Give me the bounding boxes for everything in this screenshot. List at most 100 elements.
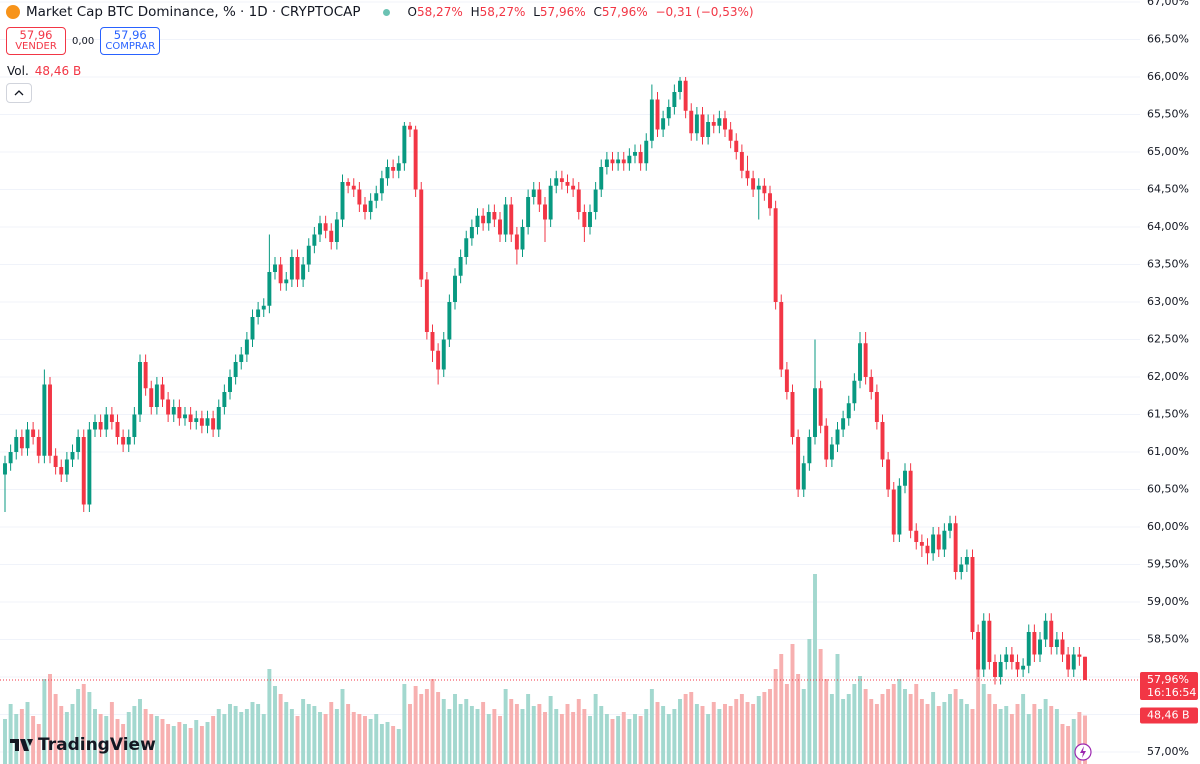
- y-tick-label: 66,50%: [1147, 33, 1189, 46]
- candle-body: [149, 388, 154, 407]
- candle-body: [520, 227, 525, 250]
- candle-body: [576, 189, 581, 212]
- volume-bar: [419, 694, 424, 764]
- candle-body: [1038, 639, 1042, 655]
- volume-bar: [666, 714, 671, 764]
- candle-body: [53, 455, 58, 467]
- volume-bar: [1060, 724, 1065, 764]
- candle-body: [138, 362, 142, 415]
- symbol-title[interactable]: Market Cap BTC Dominance, % · 1D · CRYPT…: [26, 4, 361, 20]
- volume-bar: [121, 724, 126, 764]
- volume-bar: [520, 709, 525, 764]
- candle-body: [858, 343, 862, 381]
- collapse-button[interactable]: [6, 83, 32, 103]
- volume-bar: [976, 664, 981, 764]
- buy-button[interactable]: 57,96 COMPRAR: [100, 27, 161, 55]
- volume-bar: [959, 699, 964, 764]
- candle-body: [323, 223, 328, 231]
- candle-body: [835, 429, 840, 445]
- candle-body: [424, 279, 429, 332]
- volume-tag-label: 48,46 B: [1147, 709, 1190, 722]
- candle-body: [649, 99, 654, 141]
- volume-bar: [1009, 714, 1014, 764]
- volume-bar: [98, 714, 103, 764]
- volume-bar: [728, 706, 733, 764]
- volume-bar: [531, 706, 536, 764]
- volume-bar: [475, 709, 480, 764]
- candle-body: [334, 219, 339, 242]
- volume-bar: [672, 709, 677, 764]
- volume-bar: [886, 689, 891, 764]
- volume-bar: [931, 692, 936, 764]
- volume-bar: [273, 686, 277, 764]
- candle-body: [880, 422, 885, 460]
- buy-price: 57,96: [113, 28, 147, 42]
- candle-body: [42, 384, 47, 456]
- candle-body: [76, 437, 81, 452]
- candle-body: [621, 159, 626, 164]
- volume-bar: [391, 726, 396, 764]
- volume-value: 48,46 B: [34, 64, 82, 78]
- candle-body: [318, 223, 322, 235]
- candle-body: [514, 234, 519, 250]
- candle-body: [1071, 654, 1076, 670]
- volume-bar: [537, 704, 542, 764]
- volume-bar: [53, 694, 58, 764]
- candle-body: [976, 632, 981, 670]
- volume-bar: [599, 706, 604, 764]
- candle-body: [509, 204, 514, 235]
- volume-bar: [1049, 706, 1054, 764]
- volume-bar: [903, 689, 907, 764]
- y-tick-label: 61,50%: [1147, 408, 1189, 421]
- candle-body: [565, 182, 570, 186]
- volume-bar: [256, 704, 261, 764]
- volume-bar: [346, 704, 351, 764]
- candle-body: [694, 114, 699, 134]
- y-tick-label: 62,50%: [1147, 333, 1189, 346]
- volume-bar: [998, 709, 1003, 764]
- candle-body: [526, 197, 531, 227]
- volume-bar: [964, 704, 969, 764]
- volume-bar: [852, 684, 857, 764]
- candle-body: [807, 437, 812, 464]
- volume-bar: [379, 724, 384, 764]
- volume-bar: [228, 704, 232, 764]
- candle-body: [762, 185, 767, 194]
- volume-bar: [498, 716, 502, 764]
- volume-bar: [36, 724, 41, 764]
- candle-body: [1009, 654, 1014, 662]
- candle-body: [903, 470, 907, 486]
- candle-body: [1032, 632, 1037, 655]
- candle-body: [87, 429, 92, 505]
- volume-bar: [807, 639, 812, 764]
- countdown: 16:16:54: [1147, 686, 1196, 699]
- volume-bar: [93, 709, 97, 764]
- candle-body: [706, 122, 711, 137]
- ohlc-value: 57,96%: [539, 5, 586, 19]
- ohlc-key: H: [470, 5, 480, 19]
- volume-bar: [194, 720, 199, 764]
- candle-body: [402, 125, 407, 164]
- volume-bar: [824, 679, 829, 764]
- volume-title: Vol.: [7, 64, 29, 78]
- header: Market Cap BTC Dominance, % · 1D · CRYPT…: [6, 4, 754, 20]
- volume-bar: [318, 712, 322, 764]
- candle-body: [81, 437, 86, 505]
- sell-button[interactable]: 57,96 VENDER: [6, 27, 66, 55]
- volume-bar: [115, 719, 120, 764]
- volume-bar: [588, 716, 592, 764]
- candle-body: [171, 407, 176, 415]
- volume-bar: [1066, 726, 1071, 764]
- volume-bar: [841, 699, 846, 764]
- candle-body: [593, 189, 598, 212]
- candle-body: [312, 234, 317, 246]
- candle-body: [486, 212, 491, 224]
- volume-bar: [351, 712, 356, 764]
- volume-bar: [796, 674, 801, 764]
- candle-body: [616, 159, 621, 164]
- candle-body: [408, 125, 412, 130]
- candle-body: [93, 422, 97, 430]
- candle-body: [48, 384, 52, 456]
- volume-bar: [723, 704, 727, 764]
